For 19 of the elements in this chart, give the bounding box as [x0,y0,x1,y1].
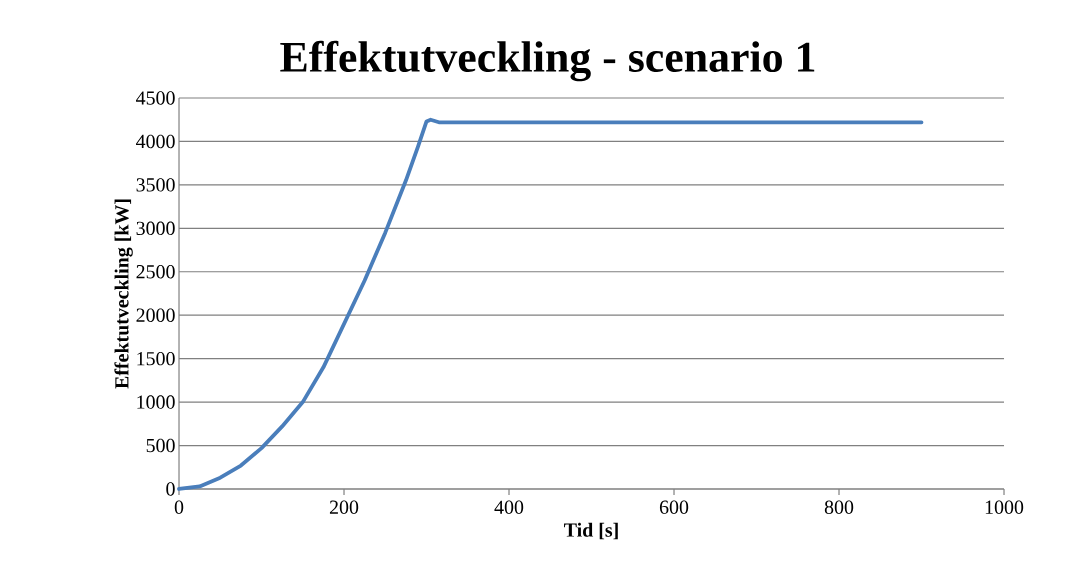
y-axis-title: Effektutveckling [kW] [114,199,133,389]
x-axis-title: Tid [s] [564,522,618,540]
y-tick-label: 2000 [136,308,175,322]
y-tick-label: 3000 [136,221,175,236]
y-tick-label: 1000 [137,395,175,409]
x-tick-label: 600 [659,500,689,514]
x-tick-label: 1000 [985,500,1024,514]
y-tick-label: 1500 [137,351,175,366]
y-tick-label: 0 [166,482,175,496]
y-tick-label: 4000 [136,134,175,149]
y-tick-label: 3500 [136,178,175,192]
y-tick-label: 500 [146,438,175,453]
x-tick-label: 200 [329,500,359,514]
x-tick-label: 400 [494,500,524,514]
x-tick-label: 0 [174,500,184,514]
y-tick-label: 2500 [136,265,175,279]
chart-title: Effektutveckling - scenario 1 [280,40,815,82]
x-tick-label: 800 [824,500,854,514]
y-tick-label: 4500 [136,91,175,105]
